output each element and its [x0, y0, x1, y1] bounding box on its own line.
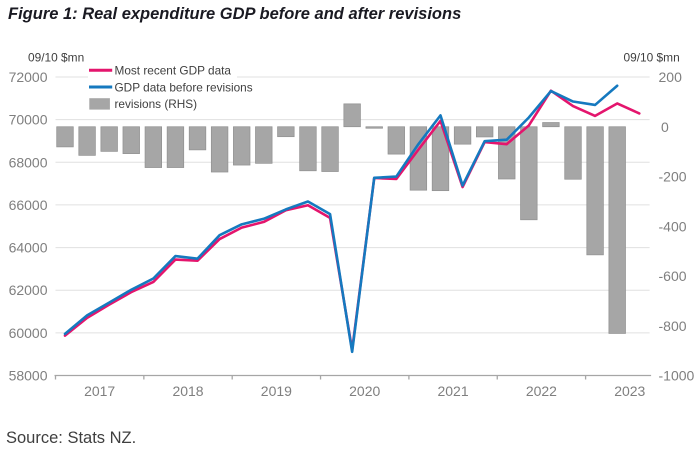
- svg-text:2020: 2020: [349, 383, 380, 399]
- svg-text:-1000: -1000: [659, 368, 695, 384]
- svg-text:revisions (RHS): revisions (RHS): [115, 97, 198, 111]
- svg-text:70000: 70000: [9, 112, 48, 128]
- svg-text:-200: -200: [659, 169, 687, 185]
- svg-text:2017: 2017: [84, 383, 115, 399]
- svg-text:GDP data before revisions: GDP data before revisions: [115, 80, 253, 94]
- svg-text:62000: 62000: [9, 282, 48, 298]
- svg-text:2021: 2021: [437, 383, 468, 399]
- svg-text:09/10 $mn: 09/10 $mn: [28, 51, 84, 65]
- svg-text:200: 200: [659, 69, 683, 85]
- svg-text:0: 0: [661, 119, 669, 135]
- svg-text:-400: -400: [659, 218, 687, 234]
- svg-text:68000: 68000: [9, 154, 48, 170]
- svg-text:-600: -600: [659, 268, 687, 284]
- svg-text:72000: 72000: [9, 69, 48, 85]
- svg-text:2019: 2019: [261, 383, 292, 399]
- svg-text:Most recent GDP data: Most recent GDP data: [115, 64, 232, 78]
- svg-text:60000: 60000: [9, 325, 48, 341]
- svg-text:58000: 58000: [9, 368, 48, 384]
- svg-text:-800: -800: [659, 318, 687, 334]
- svg-text:64000: 64000: [9, 240, 48, 256]
- svg-text:66000: 66000: [9, 197, 48, 213]
- svg-text:2018: 2018: [172, 383, 203, 399]
- svg-text:2023: 2023: [614, 383, 645, 399]
- svg-text:2022: 2022: [526, 383, 557, 399]
- svg-text:09/10 $mn: 09/10 $mn: [624, 51, 680, 65]
